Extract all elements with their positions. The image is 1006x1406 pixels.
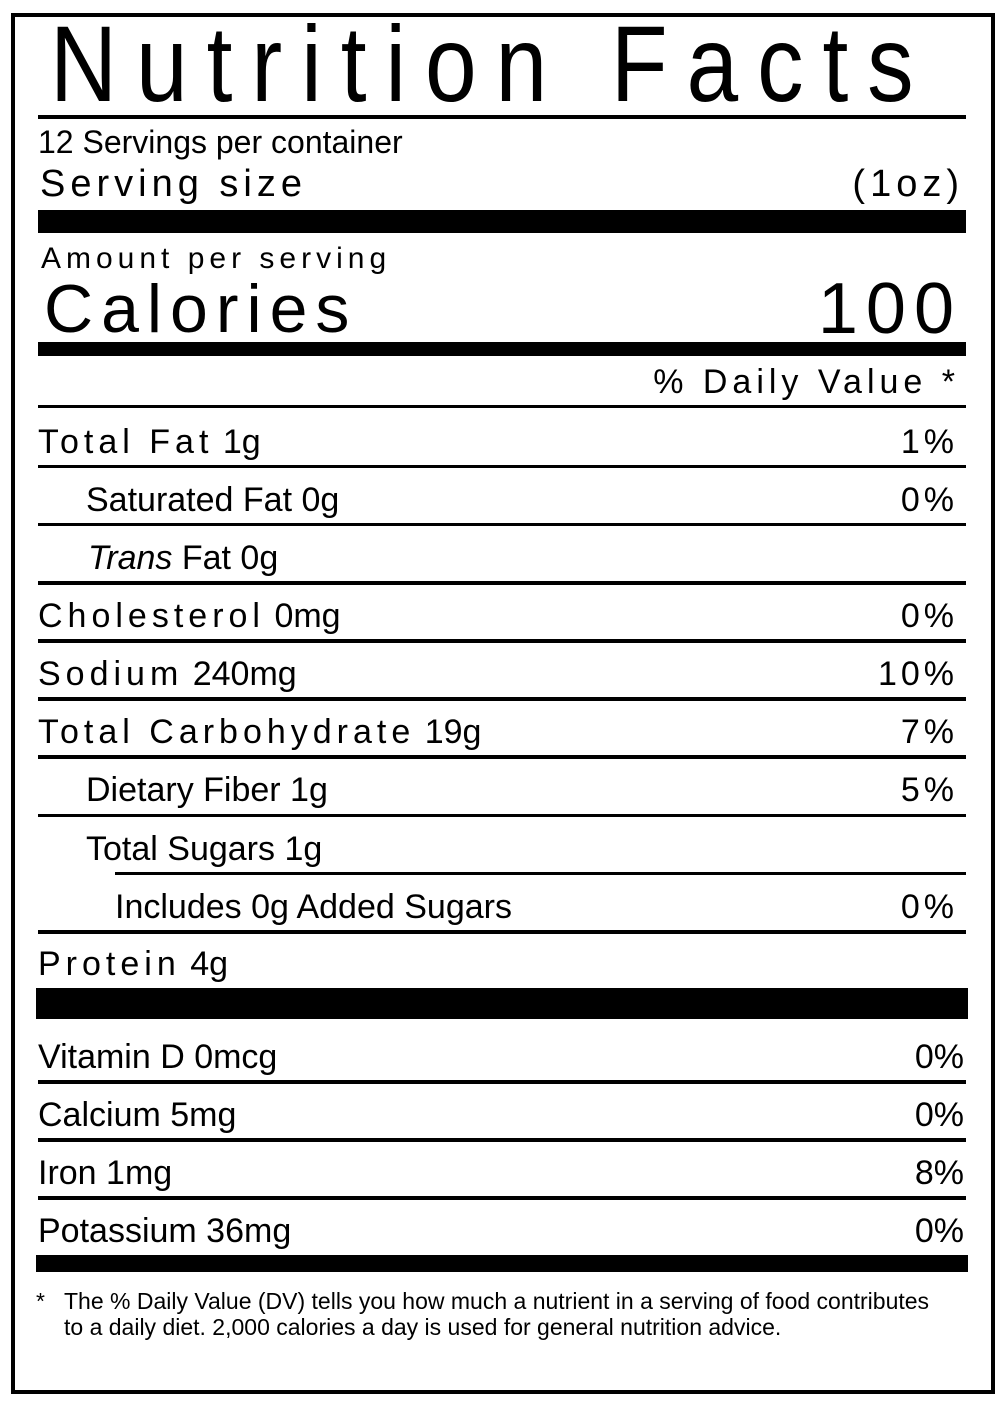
daily-value-header: % Daily Value * [653,363,960,401]
nutrient-label: Dietary Fiber 1g [86,771,328,809]
thick-divider [38,210,966,233]
vitamin-dv: 0% [914,1038,964,1076]
nutrient-label: Total Sugars 1g [86,830,323,868]
servings-per-container: 12 Servings per container [38,124,403,160]
divider [38,405,966,408]
footnote-text: The % Daily Value (DV) tells you how muc… [64,1288,930,1340]
divider [38,755,966,759]
nutrient-dv: 5% [900,771,958,809]
calories-label: Calories [44,271,358,347]
divider [38,465,966,468]
divider [38,1080,966,1084]
serving-size-label: Serving size [40,163,307,205]
thick-divider [36,988,968,1019]
divider [38,523,966,526]
divider [38,930,966,934]
vitamin-label: Potassium 36mg [38,1212,292,1250]
nutrient-label: Total Fat 1g [38,423,261,461]
divider [38,1138,966,1142]
divider [38,639,966,643]
vitamin-label: Iron 1mg [38,1154,173,1192]
calories-value: 100 [817,269,962,349]
nutrient-label: Saturated Fat 0g [86,481,340,519]
vitamin-label: Vitamin D 0mcg [38,1038,278,1076]
nutrient-label: Cholesterol 0mg [38,597,341,635]
nutrient-dv: 0% [900,481,958,519]
nutrient-label: Protein 4g [38,945,229,983]
thick-divider [36,1255,968,1272]
label-title: Nutrition Facts [50,3,933,124]
serving-size-value: (1oz) [852,163,964,205]
medium-divider [38,342,966,356]
nutrient-dv: 0% [900,597,958,635]
divider [38,1196,966,1200]
divider [115,872,966,875]
label-border [11,13,995,1394]
nutrient-dv: 7% [900,713,958,751]
divider [38,581,966,585]
vitamin-label: Calcium 5mg [38,1096,237,1134]
nutrient-label: Sodium 240mg [38,655,297,693]
nutrient-dv: 0% [900,888,958,926]
nutrient-label: Total Carbohydrate 19g [38,713,482,751]
vitamin-dv: 8% [914,1154,964,1192]
divider [38,115,966,119]
amount-per-serving: Amount per serving [41,242,392,275]
vitamin-dv: 0% [914,1212,964,1250]
nutrient-dv: 10% [877,655,958,693]
divider [38,697,966,701]
vitamin-dv: 0% [914,1096,964,1134]
nutrient-label: Includes 0g Added Sugars [115,888,512,926]
nutrient-label: Trans Fat 0g [88,539,279,577]
nutrient-dv: 1% [900,423,958,461]
footnote-mark: * [36,1288,45,1314]
footnote: * The % Daily Value (DV) tells you how m… [36,1288,934,1340]
divider [38,814,966,817]
